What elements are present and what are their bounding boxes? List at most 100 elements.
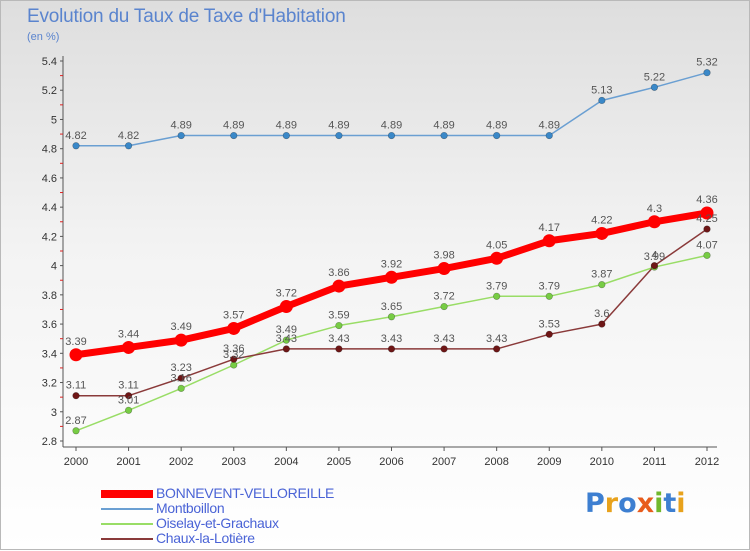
data-label: 3.72 — [433, 291, 454, 303]
data-point — [493, 345, 501, 353]
x-tick-label: 2011 — [643, 456, 667, 468]
data-label: 3.23 — [170, 362, 191, 374]
data-point — [440, 302, 448, 311]
data-label: 4.82 — [118, 130, 139, 142]
data-label: 4.07 — [696, 239, 717, 251]
data-point — [703, 251, 711, 259]
data-label: 4.3 — [647, 203, 662, 215]
data-label: 3.87 — [591, 269, 612, 281]
data-label: 3.43 — [381, 333, 402, 345]
data-label: 3.01 — [118, 394, 139, 406]
data-label: 3.53 — [539, 318, 560, 330]
y-tick-label: 5.2 — [42, 85, 57, 97]
data-label: 4.17 — [539, 222, 560, 234]
logo-letter: P — [585, 488, 605, 519]
data-label: 4.89 — [276, 120, 297, 132]
data-point — [545, 292, 553, 300]
data-label: 3.72 — [276, 288, 297, 300]
data-point — [493, 292, 501, 300]
data-point — [282, 336, 290, 344]
data-point — [230, 355, 238, 363]
legend-swatch — [101, 508, 153, 510]
data-point — [72, 427, 80, 435]
data-point — [700, 206, 714, 220]
x-tick-label: 2006 — [379, 456, 403, 468]
x-tick-label: 2003 — [222, 456, 246, 468]
data-label: 4.89 — [486, 120, 507, 132]
data-label: 4.89 — [433, 120, 454, 132]
data-point — [598, 320, 606, 328]
x-tick-label: 2007 — [432, 456, 456, 468]
logo-letter: o — [618, 488, 637, 519]
x-tick-label: 2009 — [537, 456, 561, 468]
y-tick-label: 2.8 — [42, 436, 57, 448]
data-label: 3.11 — [66, 380, 87, 392]
data-label: 5.32 — [696, 57, 717, 69]
data-point — [493, 131, 501, 140]
data-point — [387, 345, 396, 353]
data-point — [440, 131, 448, 140]
data-label: 5.13 — [591, 84, 612, 96]
legend-label: BONNEVENT-VELLOREILLE — [156, 485, 335, 501]
data-point — [650, 83, 659, 91]
data-label: 3.59 — [328, 310, 349, 322]
data-label: 3.98 — [433, 250, 454, 262]
data-label: 3.32 — [223, 349, 244, 361]
y-tick-label: 5 — [51, 114, 57, 126]
data-label: 3.79 — [486, 280, 507, 292]
data-point — [437, 262, 451, 276]
y-tick-label: 3.2 — [42, 378, 57, 390]
data-point — [69, 348, 83, 362]
data-label: 5.22 — [644, 71, 665, 83]
data-point — [122, 340, 136, 354]
data-label: 3.6 — [594, 308, 609, 320]
x-tick-label: 2012 — [695, 456, 719, 468]
y-tick-label: 3.8 — [42, 290, 57, 302]
data-point — [335, 131, 343, 140]
data-point — [332, 279, 346, 293]
data-label: 3.65 — [381, 301, 402, 313]
x-tick-label: 2001 — [116, 456, 140, 468]
data-label: 4.36 — [696, 194, 717, 206]
x-tick-label: 2000 — [64, 456, 88, 468]
y-tick-label: 5.4 — [42, 56, 57, 68]
data-point — [595, 226, 609, 240]
data-point — [72, 392, 80, 400]
series-points — [69, 69, 714, 435]
data-label: 3.86 — [328, 267, 349, 279]
data-point — [124, 392, 133, 400]
data-label: 3.36 — [223, 343, 244, 355]
data-label: 4.05 — [486, 239, 507, 251]
data-point — [490, 251, 504, 265]
logo-letter: x — [636, 488, 655, 519]
data-label: 3.44 — [118, 328, 139, 340]
data-point — [124, 406, 133, 414]
logo-letter: t — [663, 488, 677, 519]
x-tick-label: 2005 — [327, 456, 351, 468]
data-point — [598, 96, 606, 105]
data-label: 3.43 — [328, 333, 349, 345]
y-tick-label: 4 — [51, 261, 57, 273]
data-point — [282, 345, 290, 353]
data-point — [703, 69, 711, 77]
legend-label: Montboillon — [156, 500, 225, 516]
data-label: 4.82 — [65, 130, 86, 142]
data-point — [230, 131, 238, 140]
data-point — [598, 281, 606, 289]
data-label: 3.16 — [170, 372, 191, 384]
y-tick-label: 3 — [51, 407, 57, 419]
data-label: 2.87 — [65, 415, 86, 427]
data-label: 3.49 — [276, 324, 297, 336]
data-point — [650, 262, 659, 270]
proxiti-logo: Proxiti — [585, 488, 686, 519]
data-label: 4.25 — [696, 213, 717, 225]
y-tick-label: 3.6 — [42, 319, 57, 331]
data-labels: 3.39 3.44 3.49 3.57 3.72 3.86 3.92 3.98 4.05 4.17… — [65, 57, 717, 427]
data-point — [335, 321, 343, 330]
y-tick-label: 4.4 — [42, 202, 57, 214]
data-label: 3.39 — [65, 336, 86, 348]
data-label: 3.49 — [170, 321, 191, 333]
data-label: 3.92 — [381, 258, 402, 270]
data-point — [440, 345, 448, 353]
